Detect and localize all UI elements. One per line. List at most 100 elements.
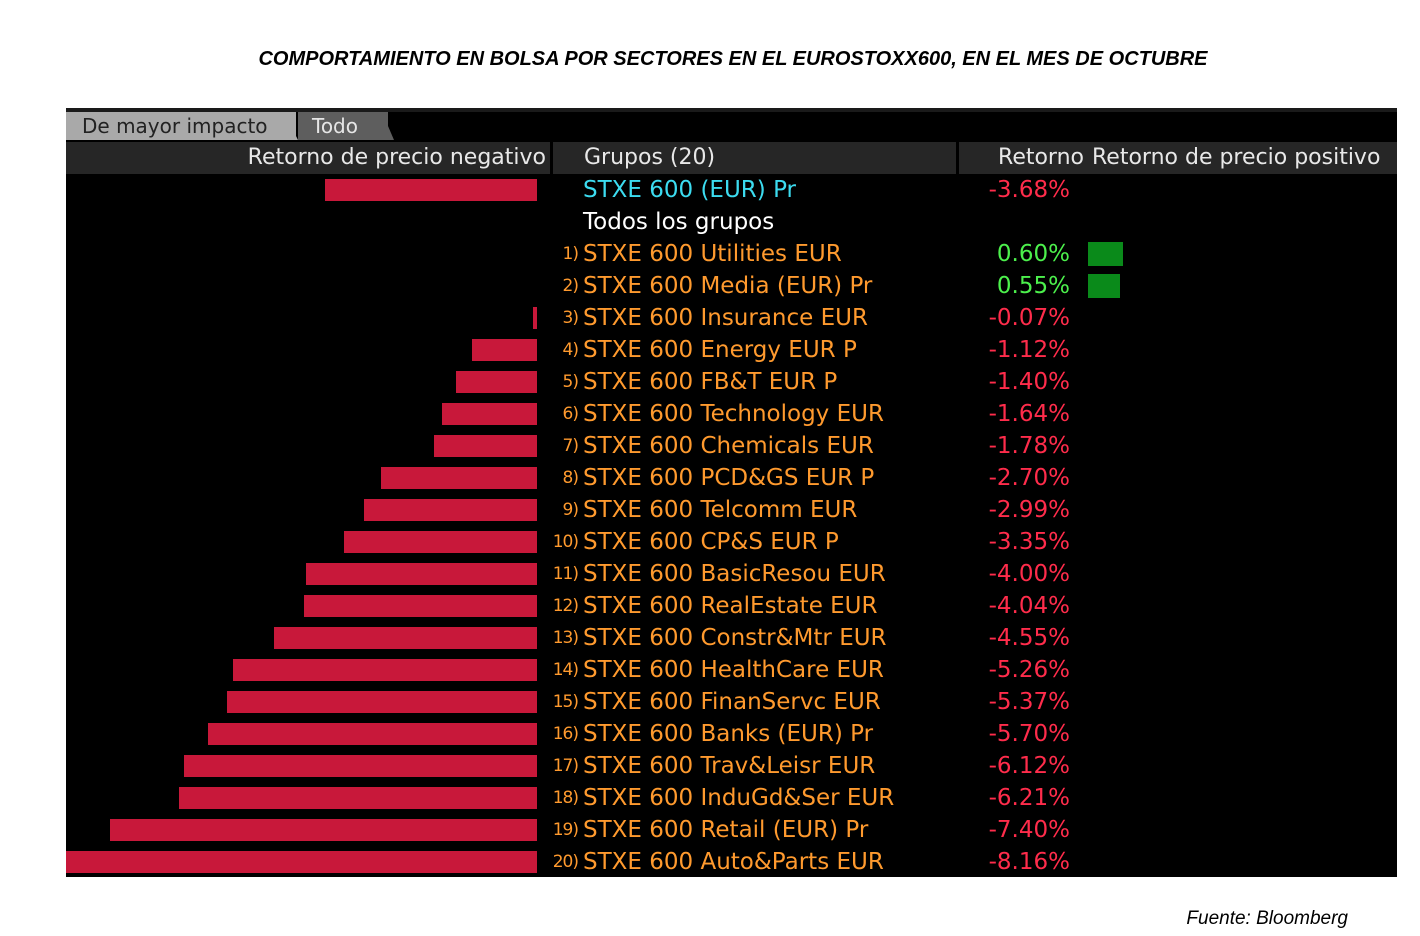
negative-return-bar bbox=[532, 307, 537, 329]
sector-row[interactable]: 10) STXE 600 CP&S EUR P -3.35% bbox=[66, 526, 1397, 558]
sector-rank: 10) bbox=[552, 532, 579, 552]
sector-return: -0.07% bbox=[988, 305, 1070, 331]
negative-return-bar bbox=[233, 659, 537, 681]
sector-return: -5.37% bbox=[988, 689, 1070, 715]
index-bar bbox=[324, 179, 537, 201]
sector-row[interactable]: 6) STXE 600 Technology EUR -1.64% bbox=[66, 398, 1397, 430]
sector-row[interactable]: 13) STXE 600 Constr&Mtr EUR -4.55% bbox=[66, 622, 1397, 654]
header-negative-return[interactable]: Retorno de precio negativo bbox=[66, 142, 546, 174]
negative-return-bar bbox=[442, 403, 537, 425]
sector-name: STXE 600 FinanServc EUR bbox=[583, 689, 881, 715]
sector-rank: 3) bbox=[562, 308, 579, 328]
negative-return-bar bbox=[178, 787, 537, 809]
sector-row[interactable]: 15) STXE 600 FinanServc EUR -5.37% bbox=[66, 686, 1397, 718]
sector-return: -5.70% bbox=[988, 721, 1070, 747]
positive-return-bar bbox=[1088, 274, 1121, 298]
tab-all[interactable]: Todo bbox=[298, 112, 388, 140]
negative-return-bar bbox=[456, 371, 537, 393]
negative-return-bar bbox=[472, 339, 537, 361]
positive-return-bar bbox=[1088, 242, 1123, 266]
sector-row[interactable]: 3) STXE 600 Insurance EUR -0.07% bbox=[66, 302, 1397, 334]
sector-name: STXE 600 Banks (EUR) Pr bbox=[583, 721, 874, 747]
sector-row[interactable]: 12) STXE 600 RealEstate EUR -4.04% bbox=[66, 590, 1397, 622]
sector-name: STXE 600 HealthCare EUR bbox=[583, 657, 884, 683]
sector-name: STXE 600 Insurance EUR bbox=[583, 305, 868, 331]
sector-name: STXE 600 Telcomm EUR bbox=[583, 497, 858, 523]
sector-return: 0.60% bbox=[996, 241, 1070, 267]
sector-return: -1.78% bbox=[988, 433, 1070, 459]
sector-rank: 20) bbox=[552, 852, 579, 872]
source-note: Fuente: Bloomberg bbox=[1186, 908, 1348, 929]
sector-name: STXE 600 BasicResou EUR bbox=[583, 561, 886, 587]
sector-rank: 16) bbox=[552, 724, 579, 744]
sector-return: -5.26% bbox=[988, 657, 1070, 683]
sector-name: STXE 600 Chemicals EUR bbox=[583, 433, 874, 459]
sector-rank: 4) bbox=[562, 340, 579, 360]
sector-name: STXE 600 RealEstate EUR bbox=[583, 593, 878, 619]
sector-row[interactable]: 20) STXE 600 Auto&Parts EUR -8.16% bbox=[66, 846, 1397, 877]
sector-rank: 12) bbox=[552, 596, 579, 616]
sector-row[interactable]: 18) STXE 600 InduGd&Ser EUR -6.21% bbox=[66, 782, 1397, 814]
sector-name: STXE 600 Auto&Parts EUR bbox=[583, 849, 884, 875]
sector-return: -1.40% bbox=[988, 369, 1070, 395]
column-header-row: Retorno de precio negativo Grupos (20) R… bbox=[66, 142, 1397, 174]
sector-rank: 15) bbox=[552, 692, 579, 712]
bloomberg-panel: De mayor impacto Todo Retorno de precio … bbox=[66, 108, 1397, 877]
sector-row[interactable]: 16) STXE 600 Banks (EUR) Pr -5.70% bbox=[66, 718, 1397, 750]
header-separator bbox=[550, 142, 553, 174]
sector-return: -1.12% bbox=[988, 337, 1070, 363]
sector-name: STXE 600 Energy EUR P bbox=[583, 337, 857, 363]
sector-return: 0.55% bbox=[996, 273, 1070, 299]
header-groups[interactable]: Grupos (20) bbox=[578, 142, 958, 174]
negative-return-bar bbox=[434, 435, 537, 457]
negative-return-bar bbox=[227, 691, 537, 713]
index-name: STXE 600 (EUR) Pr bbox=[583, 177, 796, 203]
negative-return-bar bbox=[274, 627, 537, 649]
sector-row[interactable]: 17) STXE 600 Trav&Leisr EUR -6.12% bbox=[66, 750, 1397, 782]
sector-row[interactable]: 2) STXE 600 Media (EUR) Pr 0.55% bbox=[66, 270, 1397, 302]
sector-rank: 6) bbox=[562, 404, 579, 424]
sector-row[interactable]: 5) STXE 600 FB&T EUR P -1.40% bbox=[66, 366, 1397, 398]
sector-return: -4.04% bbox=[988, 593, 1070, 619]
sector-rank: 13) bbox=[552, 628, 579, 648]
sector-return: -1.64% bbox=[988, 401, 1070, 427]
sector-rank: 1) bbox=[562, 244, 579, 264]
sector-rank: 18) bbox=[552, 788, 579, 808]
sector-row[interactable]: 9) STXE 600 Telcomm EUR -2.99% bbox=[66, 494, 1397, 526]
sector-row[interactable]: 4) STXE 600 Energy EUR P -1.12% bbox=[66, 334, 1397, 366]
index-return: -3.68% bbox=[988, 177, 1070, 203]
tab-most-impact[interactable]: De mayor impacto bbox=[66, 112, 296, 140]
sector-rank: 17) bbox=[552, 756, 579, 776]
sector-return: -8.16% bbox=[988, 849, 1070, 875]
all-groups-label: Todos los grupos bbox=[583, 209, 775, 235]
sector-return: -7.40% bbox=[988, 817, 1070, 843]
sector-return: -6.21% bbox=[988, 785, 1070, 811]
negative-return-bar bbox=[364, 499, 537, 521]
sector-row[interactable]: 11) STXE 600 BasicResou EUR -4.00% bbox=[66, 558, 1397, 590]
sector-name: STXE 600 Trav&Leisr EUR bbox=[583, 753, 876, 779]
sector-return: -6.12% bbox=[988, 753, 1070, 779]
sector-name: STXE 600 Utilities EUR bbox=[583, 241, 842, 267]
negative-return-bar bbox=[207, 723, 537, 745]
sector-row[interactable]: 1) STXE 600 Utilities EUR 0.60% bbox=[66, 238, 1397, 270]
sector-return: -4.55% bbox=[988, 625, 1070, 651]
page-title: COMPORTAMIENTO EN BOLSA POR SECTORES EN … bbox=[258, 48, 1208, 70]
negative-return-bar bbox=[343, 531, 537, 553]
index-row[interactable]: STXE 600 (EUR) Pr -3.68% bbox=[66, 174, 1397, 206]
negative-return-bar bbox=[381, 467, 537, 489]
sector-row[interactable]: 7) STXE 600 Chemicals EUR -1.78% bbox=[66, 430, 1397, 462]
header-return[interactable]: Retorno bbox=[960, 142, 1084, 174]
sector-rank: 19) bbox=[552, 820, 579, 840]
sector-row[interactable]: 14) STXE 600 HealthCare EUR -5.26% bbox=[66, 654, 1397, 686]
sector-row[interactable]: 8) STXE 600 PCD&GS EUR P -2.70% bbox=[66, 462, 1397, 494]
sector-row[interactable]: 19) STXE 600 Retail (EUR) Pr -7.40% bbox=[66, 814, 1397, 846]
tab-all-edge bbox=[382, 112, 394, 140]
sector-rank: 9) bbox=[562, 500, 579, 520]
sector-name: STXE 600 Constr&Mtr EUR bbox=[583, 625, 887, 651]
sector-name: STXE 600 FB&T EUR P bbox=[583, 369, 838, 395]
sector-return: -4.00% bbox=[988, 561, 1070, 587]
sector-name: STXE 600 InduGd&Ser EUR bbox=[583, 785, 895, 811]
header-positive-return[interactable]: Retorno de precio positivo bbox=[1088, 142, 1397, 174]
negative-return-bar bbox=[183, 755, 537, 777]
sector-rank: 7) bbox=[562, 436, 579, 456]
